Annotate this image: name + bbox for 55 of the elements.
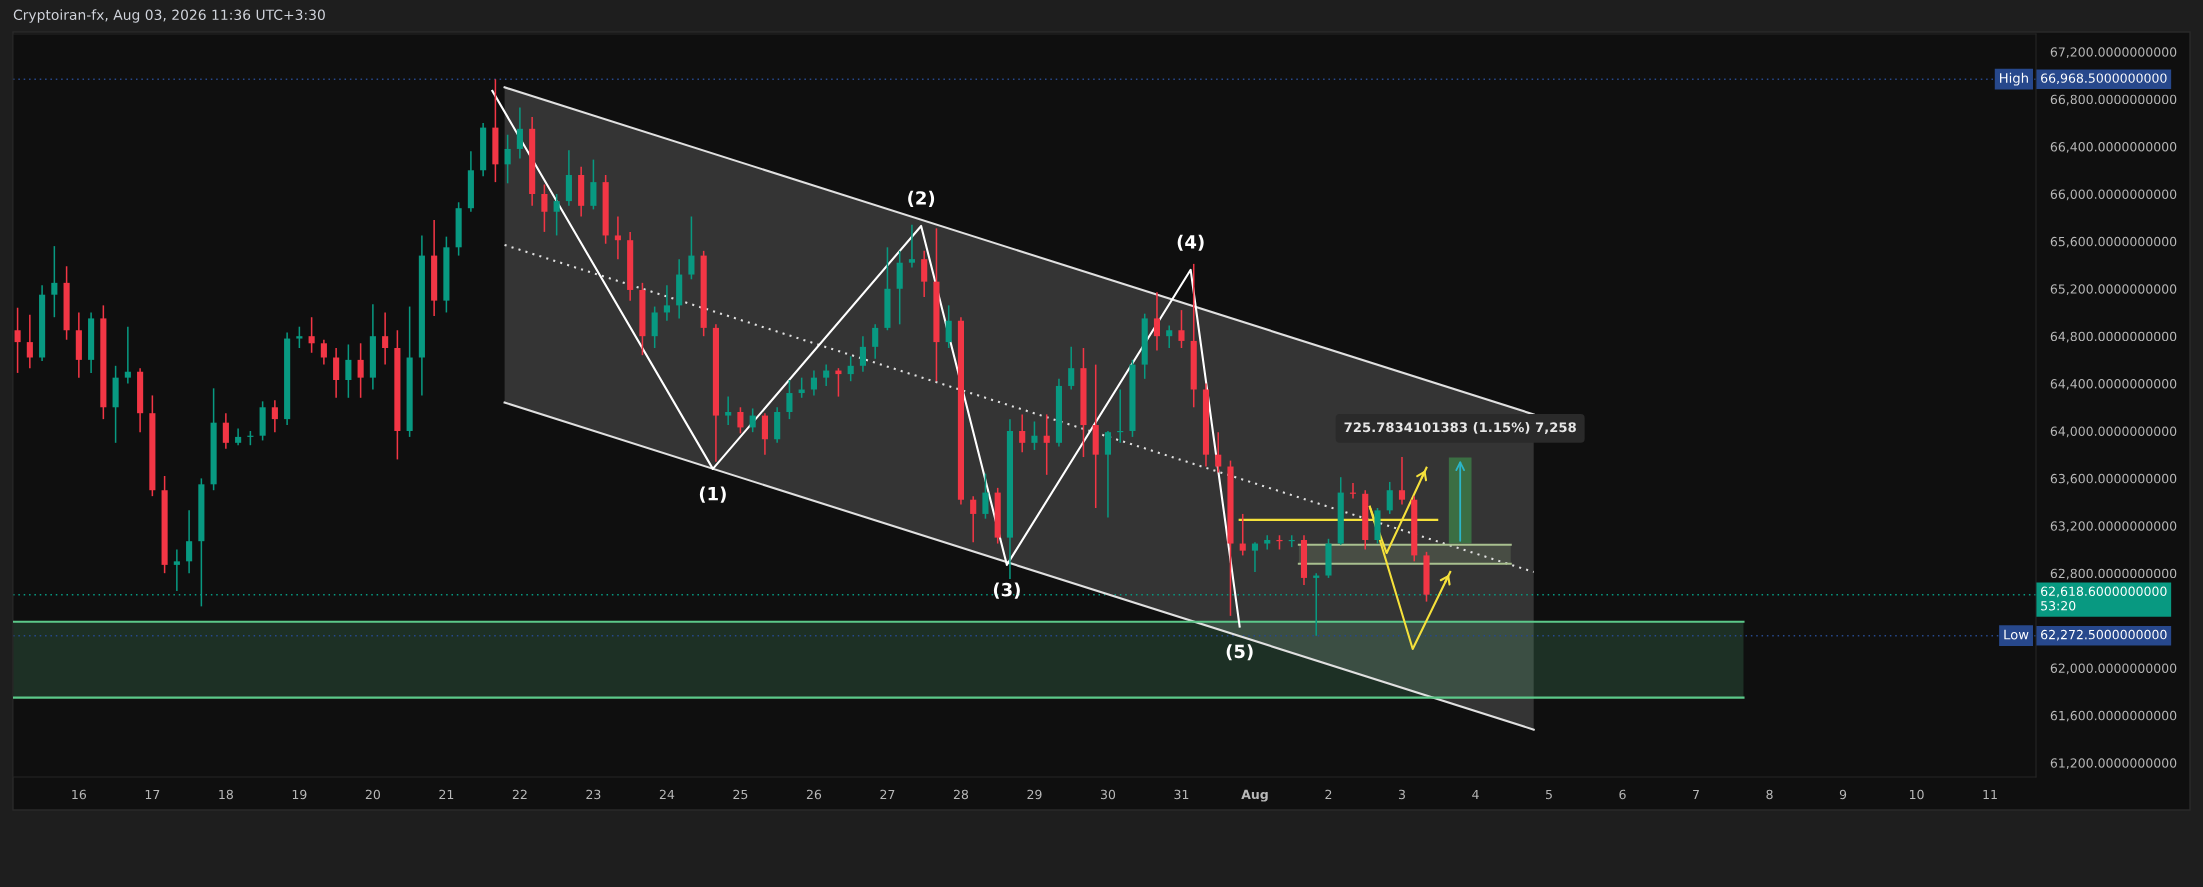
x-tick-label: 9 bbox=[1839, 789, 1847, 800]
y-tick-label: 64,800.0000000000 bbox=[2050, 331, 2177, 343]
x-tick-label: 10 bbox=[1909, 789, 1924, 800]
y-tick-label: 63,200.0000000000 bbox=[2050, 521, 2177, 532]
x-tick-label: 24 bbox=[659, 789, 675, 799]
y-tick-label: 62,000.0000000000 bbox=[2050, 663, 2177, 675]
y-tick-label: 64,400.0000000000 bbox=[2050, 379, 2177, 390]
x-tick-label: 20 bbox=[365, 789, 381, 800]
ref-line-label: High bbox=[2000, 72, 2028, 86]
x-tick-label: 19 bbox=[292, 789, 307, 800]
x-tick-label: 26 bbox=[806, 789, 822, 800]
x-tick-label: 7 bbox=[1693, 789, 1699, 799]
y-tick-label: 66,400.0000000000 bbox=[2050, 142, 2177, 153]
annotation: (3) bbox=[993, 582, 1020, 599]
x-tick-label: 2 bbox=[1325, 789, 1332, 799]
x-tick-label: 28 bbox=[953, 789, 969, 800]
y-tick-label: 61,600.0000000000 bbox=[2050, 710, 2177, 722]
y-tick-label: 66,800.0000000000 bbox=[2050, 94, 2177, 106]
y-tick-label: 62,800.0000000000 bbox=[2050, 568, 2177, 580]
x-tick-label: 30 bbox=[1100, 789, 1116, 800]
x-tick-label: 31 bbox=[1174, 789, 1189, 800]
annotation: 66,968.5000000000 bbox=[2041, 73, 2167, 85]
y-tick-label: 65,600.0000000000 bbox=[2050, 236, 2177, 248]
x-tick-label: 29 bbox=[1027, 789, 1042, 800]
x-tick-label: 23 bbox=[586, 789, 601, 800]
y-tick-label: 64,000.0000000000 bbox=[2050, 426, 2177, 438]
x-tick-label: 3 bbox=[1398, 789, 1405, 800]
annotation: 725.7834101383 (1.15%) 7,258 bbox=[1344, 422, 1576, 434]
x-tick-label: 27 bbox=[880, 789, 895, 799]
y-tick-label: 63,600.0000000000 bbox=[2050, 473, 2177, 485]
annotation: 62,272.5000000000 bbox=[2041, 629, 2167, 641]
y-tick-label: 66,000.0000000000 bbox=[2050, 189, 2177, 201]
x-tick-label: 8 bbox=[1766, 789, 1773, 800]
x-tick-label: 6 bbox=[1619, 789, 1626, 800]
x-tick-label: Aug bbox=[1241, 789, 1268, 802]
x-tick-label: 22 bbox=[512, 789, 527, 799]
x-tick-label: 16 bbox=[72, 789, 87, 800]
y-tick-label: 67,200.0000000000 bbox=[2050, 47, 2177, 58]
annotation: 62,618.6000000000 bbox=[2041, 586, 2167, 598]
x-tick-label: 25 bbox=[733, 789, 748, 800]
chart-title: Cryptoiran-fx, Aug 03, 2026 11:36 UTC+3:30 bbox=[13, 9, 325, 23]
annotation: (1) bbox=[699, 486, 726, 503]
x-tick-label: 21 bbox=[439, 789, 454, 799]
y-tick-label: 61,200.0000000000 bbox=[2050, 758, 2177, 769]
annotation: (2) bbox=[908, 190, 935, 207]
x-tick-label: 5 bbox=[1546, 789, 1552, 800]
y-tick-label: 65,200.0000000000 bbox=[2050, 284, 2177, 295]
x-tick-label: 11 bbox=[1983, 789, 1997, 799]
x-tick-label: 18 bbox=[219, 789, 233, 800]
annotation: (5) bbox=[1226, 644, 1253, 661]
text: 53:20 bbox=[2041, 601, 2076, 611]
annotation: (4) bbox=[1177, 234, 1204, 251]
x-tick-label: 17 bbox=[145, 789, 160, 799]
x-tick-label: 4 bbox=[1472, 789, 1479, 799]
ref-line-label: Low bbox=[2004, 629, 2029, 640]
